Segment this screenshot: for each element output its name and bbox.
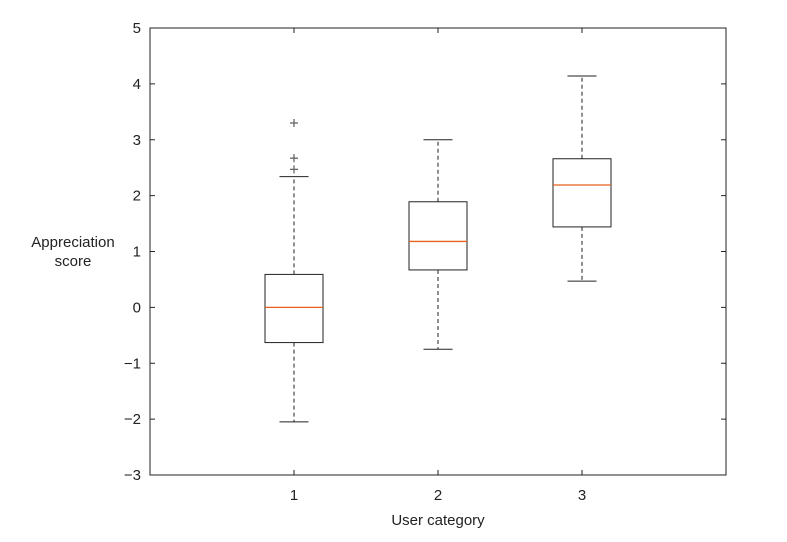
y-tick-label: 5 <box>133 20 141 37</box>
y-tick-label: 1 <box>133 244 141 261</box>
y-tick-label: 3 <box>133 132 141 149</box>
y-tick-label: −3 <box>124 467 141 484</box>
x-tick-label: 3 <box>578 487 586 504</box>
box-category-1 <box>264 118 324 423</box>
y-axis-title-line-1: Appreciation <box>31 234 114 251</box>
x-tick-label: 1 <box>290 487 298 504</box>
x-axis-title: User category <box>391 512 485 529</box>
interquartile-box <box>408 201 468 271</box>
x-axis: 1 2 3 <box>290 28 586 504</box>
y-axis-title-line-2: score <box>55 253 92 270</box>
y-tick-label: 4 <box>133 76 141 93</box>
interquartile-box <box>552 158 612 228</box>
box-category-3 <box>552 75 612 282</box>
y-tick-label: −1 <box>124 355 141 372</box>
outlier-marker <box>290 118 298 127</box>
box-category-2 <box>408 139 468 350</box>
outlier-marker <box>290 165 298 174</box>
y-tick-label: 0 <box>133 299 141 316</box>
interquartile-box <box>264 273 324 344</box>
box-series <box>264 75 612 423</box>
x-tick-label: 2 <box>434 487 442 504</box>
y-axis: −3 −2 −1 0 1 2 3 4 5 <box>124 20 726 484</box>
outlier-marker <box>290 154 298 163</box>
y-tick-label: 2 <box>133 188 141 205</box>
y-tick-label: −2 <box>124 411 141 428</box>
